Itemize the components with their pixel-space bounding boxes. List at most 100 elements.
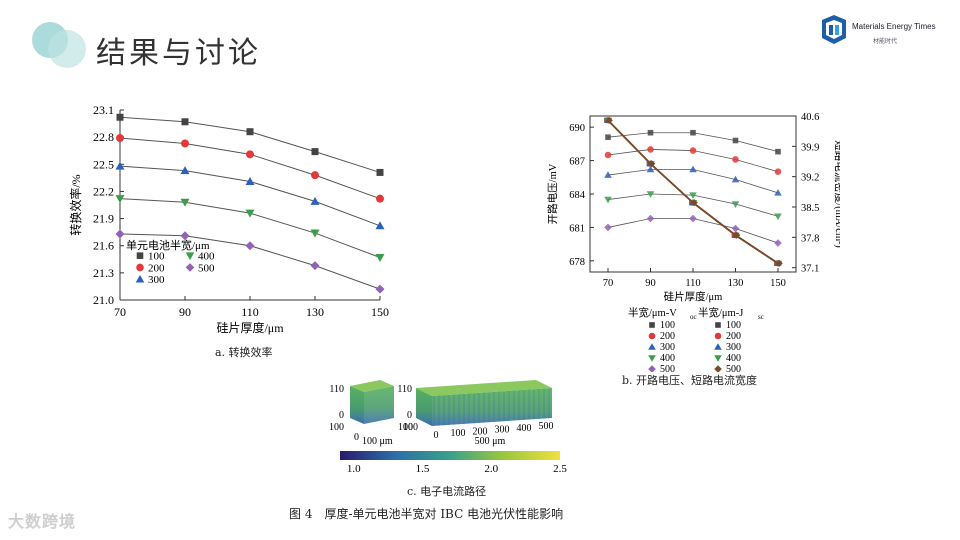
- data-point: [180, 231, 190, 241]
- data-point: [180, 198, 190, 207]
- jsc-series-line: [607, 119, 779, 265]
- right-x-tick: 100: [451, 428, 466, 439]
- x-tick-label: 150: [770, 278, 786, 289]
- voc-data-point: [774, 239, 782, 247]
- jsc-data-point: [733, 231, 741, 239]
- voc-data-point: [646, 165, 655, 173]
- x-tick-label: 150: [371, 305, 389, 319]
- data-point: [116, 113, 124, 121]
- voc-data-point: [605, 134, 611, 140]
- legend-label-jsc: 300: [726, 342, 741, 353]
- data-point: [180, 166, 190, 175]
- voc-series-line: [607, 169, 779, 194]
- efficiency-chart: 21.0 21.3 21.6 21.9 22.2 22.5 22.8 23.1 70 90 110 1…: [68, 103, 389, 335]
- legend-marker: [185, 263, 195, 272]
- data-point: [311, 148, 319, 156]
- x-axis-label: 硅片厚度/μm: [664, 290, 723, 303]
- voc-data-point: [774, 189, 782, 196]
- legend-label-voc: 300: [660, 342, 675, 353]
- colorbar-tick-label: 2.5: [553, 463, 567, 475]
- legend-label: 400: [198, 251, 215, 263]
- colorbar-tick-label: 2.0: [484, 463, 498, 475]
- y-left-tick-label: 681: [569, 223, 585, 234]
- data-point: [115, 229, 125, 239]
- materials-energy-times-logo: [822, 15, 846, 44]
- voc-data-point: [604, 171, 612, 178]
- y-right-tick-label: 39.9: [801, 142, 819, 153]
- right-x-tick: 300: [495, 425, 510, 436]
- legend-marker-voc: [648, 355, 656, 362]
- y-tick-label: 22.8: [93, 130, 114, 144]
- caption-a: a. 转换效率: [215, 346, 273, 359]
- legend-label: 100: [148, 251, 165, 263]
- left-y-label: 100: [329, 422, 344, 433]
- legend-label-voc: 500: [660, 364, 675, 372]
- legend-title-voc-sub: oc: [690, 313, 697, 321]
- data-point: [245, 241, 255, 251]
- jsc-series-line: [607, 119, 779, 265]
- x-tick-label: 70: [603, 278, 614, 289]
- right-x-tick: 200: [473, 426, 488, 437]
- data-point: [310, 196, 320, 205]
- data-point: [310, 261, 320, 271]
- legend-title-jsc-sub: sc: [758, 313, 764, 321]
- legend-label: 200: [148, 262, 165, 274]
- left-x-end: 100 μm: [362, 436, 393, 447]
- voc-data-point: [604, 223, 612, 232]
- y-right-tick-label: 37.1: [801, 264, 819, 275]
- voc-data-point: [604, 151, 612, 159]
- y-tick-label: 21.9: [93, 212, 114, 226]
- logo-text: Materials Energy Times: [852, 22, 936, 31]
- voc-data-point: [731, 201, 740, 208]
- right-y-label: 100: [403, 422, 418, 433]
- x-tick-label: 110: [685, 278, 700, 289]
- jsc-data-point: [648, 160, 656, 168]
- voc-data-point: [731, 175, 740, 183]
- voc-data-point: [731, 224, 740, 233]
- y-right-tick-label: 37.8: [801, 233, 819, 244]
- data-point: [375, 221, 385, 230]
- data-point: [310, 229, 320, 238]
- x-tick-label: 90: [645, 278, 656, 289]
- right-x-tick: 400: [517, 423, 532, 434]
- voc-data-point: [732, 137, 739, 144]
- left-box-top: [350, 380, 394, 392]
- voc-data-point: [690, 129, 696, 136]
- left-box-side: [350, 386, 364, 424]
- data-point: [115, 195, 125, 204]
- voc-data-point: [775, 148, 781, 155]
- right-box-top: [416, 380, 552, 396]
- jsc-series-line: [607, 119, 779, 265]
- data-point: [376, 168, 384, 176]
- y-right-tick-label: 39.2: [801, 173, 819, 184]
- legend-label-voc: 100: [660, 320, 675, 331]
- data-point: [115, 161, 125, 170]
- voc-data-point: [732, 156, 739, 163]
- x-tick-label: 90: [179, 305, 191, 319]
- legend-marker-voc: [648, 343, 656, 350]
- y-right-axis-label: 短路电流密度/(mA/cm²): [833, 140, 840, 248]
- data-point: [245, 176, 255, 185]
- voc-data-point: [647, 146, 654, 153]
- series-line: [119, 116, 381, 173]
- colorbar: [340, 451, 560, 460]
- left-z-top: 110: [329, 384, 344, 395]
- y-axis-label: 转换效率/%: [68, 174, 83, 235]
- legend-marker: [136, 252, 144, 259]
- left-box-front: [364, 386, 394, 424]
- legend-label-jsc: 200: [726, 331, 741, 342]
- left-x-right: 100: [398, 422, 413, 433]
- watermark: 大数跨境: [8, 512, 77, 531]
- legend-title: 单元电池半宽/μm: [126, 238, 210, 252]
- voc-data-point: [646, 191, 655, 198]
- x-tick-label: 70: [114, 305, 126, 319]
- x-axis-label: 硅片厚度/μm: [216, 320, 284, 335]
- data-point: [375, 253, 385, 262]
- legend-marker-jsc: [714, 332, 722, 340]
- legend-label-voc: 200: [660, 331, 675, 342]
- colorbar-tick-label: 1.0: [347, 463, 361, 475]
- voc-jsc-chart: 678 681 684 687 690 37.1 37.8 38.5 39.2 39.9 40.6 7…: [546, 112, 840, 372]
- legend-marker-voc: [648, 332, 656, 340]
- caption-c: c. 电子电流路径: [407, 485, 487, 498]
